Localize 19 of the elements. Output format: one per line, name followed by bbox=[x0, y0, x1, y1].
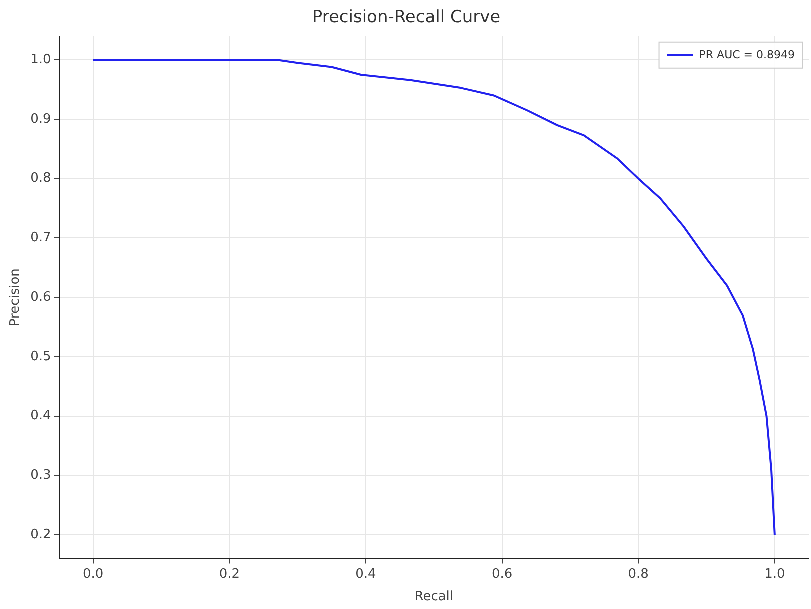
x-tick-label: 0.6 bbox=[492, 566, 513, 582]
y-tick-label: 0.4 bbox=[30, 408, 52, 424]
x-tick-label: 1.0 bbox=[764, 566, 786, 582]
y-tick-label: 0.8 bbox=[30, 171, 52, 186]
x-tick-label: 0.2 bbox=[219, 566, 240, 582]
y-axis-title: Precision bbox=[8, 268, 24, 327]
y-tick-label: 0.2 bbox=[30, 527, 52, 542]
y-tick-label: 0.5 bbox=[30, 349, 52, 364]
x-tick-label: 0.0 bbox=[83, 566, 104, 582]
y-tick-label: 0.7 bbox=[30, 230, 52, 246]
x-axis-title: Recall bbox=[414, 590, 454, 605]
y-tick-label: 1.0 bbox=[30, 52, 52, 68]
y-tick-label: 0.6 bbox=[30, 290, 52, 305]
y-tick-label: 0.9 bbox=[30, 112, 52, 127]
y-tick-label: 0.3 bbox=[30, 468, 52, 484]
legend-label: PR AUC = 0.8949 bbox=[699, 48, 796, 62]
chart-title: Precision-Recall Curve bbox=[312, 8, 501, 28]
x-tick-label: 0.4 bbox=[356, 566, 376, 582]
x-tick-label: 0.8 bbox=[628, 566, 649, 582]
